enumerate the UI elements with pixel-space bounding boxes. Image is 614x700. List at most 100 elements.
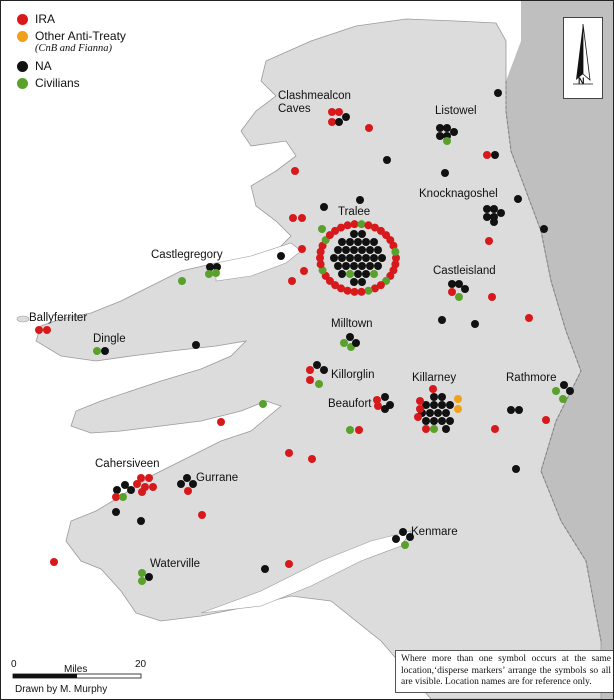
- na-marker: [381, 393, 389, 401]
- na-marker: [313, 361, 321, 369]
- ira-marker: [308, 455, 316, 463]
- civilian-marker: [315, 380, 323, 388]
- na-marker: [438, 401, 446, 409]
- civilian-marker: [318, 266, 327, 275]
- place-label-knocknagoshel: Knocknagoshel: [419, 188, 498, 200]
- na-marker: [358, 246, 366, 254]
- civilian-marker: [259, 400, 267, 408]
- civilian-marker: [138, 577, 146, 585]
- legend-item-anti-treaty: Other Anti-Treaty: [9, 28, 126, 45]
- place-label-kenmare: Kenmare: [411, 526, 458, 538]
- na-marker: [374, 262, 382, 270]
- ira-marker: [343, 286, 352, 295]
- ira-marker: [138, 488, 146, 496]
- na-marker: [346, 238, 354, 246]
- legend-label: IRA: [35, 12, 56, 26]
- na-marker: [112, 508, 120, 516]
- na-marker: [338, 254, 346, 262]
- ira-marker: [331, 226, 340, 235]
- scale-start: 0: [11, 659, 17, 670]
- na-marker: [350, 262, 358, 270]
- na-marker: [330, 254, 338, 262]
- na-marker: [514, 195, 522, 203]
- na-marker: [354, 254, 362, 262]
- na-marker: [366, 262, 374, 270]
- place-label-killorglin: Killorglin: [331, 369, 375, 381]
- ira-marker: [364, 221, 373, 230]
- ira-marker: [133, 480, 141, 488]
- ira-marker: [43, 326, 51, 334]
- na-marker: [399, 528, 407, 536]
- na-marker: [370, 254, 378, 262]
- ira-marker: [316, 247, 325, 256]
- place-label-castleisland: Castleisland: [433, 265, 496, 277]
- place-label-rathmore: Rathmore: [506, 372, 557, 384]
- legend-label: Other Anti-Treaty: [35, 29, 126, 43]
- na-marker: [350, 230, 358, 238]
- ira-marker: [285, 449, 293, 457]
- na-marker: [101, 347, 109, 355]
- na-marker: [438, 417, 446, 425]
- scale-bar: [12, 673, 142, 679]
- markers-layer: [35, 89, 574, 585]
- map-note: Where more than one symbol occurs at the…: [395, 650, 613, 693]
- na-marker: [137, 517, 145, 525]
- ira-marker: [288, 277, 296, 285]
- na-marker: [438, 393, 446, 401]
- north-arrow-icon: [573, 23, 593, 85]
- civilian-marker: [340, 339, 348, 347]
- ira-marker: [542, 416, 550, 424]
- na-marker: [430, 417, 438, 425]
- civilian-marker: [346, 426, 354, 434]
- na-marker: [374, 246, 382, 254]
- ira-marker: [373, 396, 381, 404]
- na-marker: [442, 409, 450, 417]
- na-marker: [442, 425, 450, 433]
- na-marker: [443, 124, 451, 132]
- na-marker: [560, 381, 568, 389]
- na-marker: [441, 169, 449, 177]
- na-marker: [370, 238, 378, 246]
- civilian-marker: [364, 286, 373, 295]
- ira-marker: [137, 474, 145, 482]
- ira-marker: [389, 241, 398, 250]
- ira-marker: [355, 426, 363, 434]
- civilian-marker: [370, 270, 378, 278]
- credit: Drawn by M. Murphy: [15, 684, 108, 695]
- place-label-ballyferriter: Ballyferriter: [29, 312, 88, 324]
- na-marker: [507, 406, 515, 414]
- na-marker: [406, 533, 414, 541]
- na-marker: [490, 218, 498, 226]
- na-marker: [342, 262, 350, 270]
- ira-marker: [391, 260, 400, 269]
- neighbouring-county: [506, 1, 613, 699]
- na-marker: [127, 486, 135, 494]
- ira-marker: [328, 118, 336, 126]
- na-marker: [362, 238, 370, 246]
- ira-marker: [306, 376, 314, 384]
- ira-marker: [328, 108, 336, 116]
- anti-treaty-marker: [454, 395, 462, 403]
- north-arrow: N: [563, 17, 603, 99]
- ira-marker: [149, 483, 157, 491]
- na-marker: [434, 409, 442, 417]
- anti-treaty-marker: [454, 405, 462, 413]
- na-marker: [490, 205, 498, 213]
- civilian-marker: [391, 247, 400, 256]
- civilian-marker: [212, 269, 220, 277]
- na-marker: [352, 339, 360, 347]
- scale-end: 20: [135, 659, 147, 670]
- na-marker: [346, 254, 354, 262]
- kenmare-river: [200, 530, 412, 614]
- ira-marker: [414, 413, 422, 421]
- ira-marker: [343, 221, 352, 230]
- na-marker: [261, 565, 269, 573]
- ira-marker-icon: [17, 14, 28, 25]
- ira-marker: [289, 214, 297, 222]
- na-marker: [461, 285, 469, 293]
- ira-marker: [184, 487, 192, 495]
- na-marker: [430, 401, 438, 409]
- place-label-gurrane: Gurrane: [196, 472, 239, 484]
- civilian-marker: [119, 493, 127, 501]
